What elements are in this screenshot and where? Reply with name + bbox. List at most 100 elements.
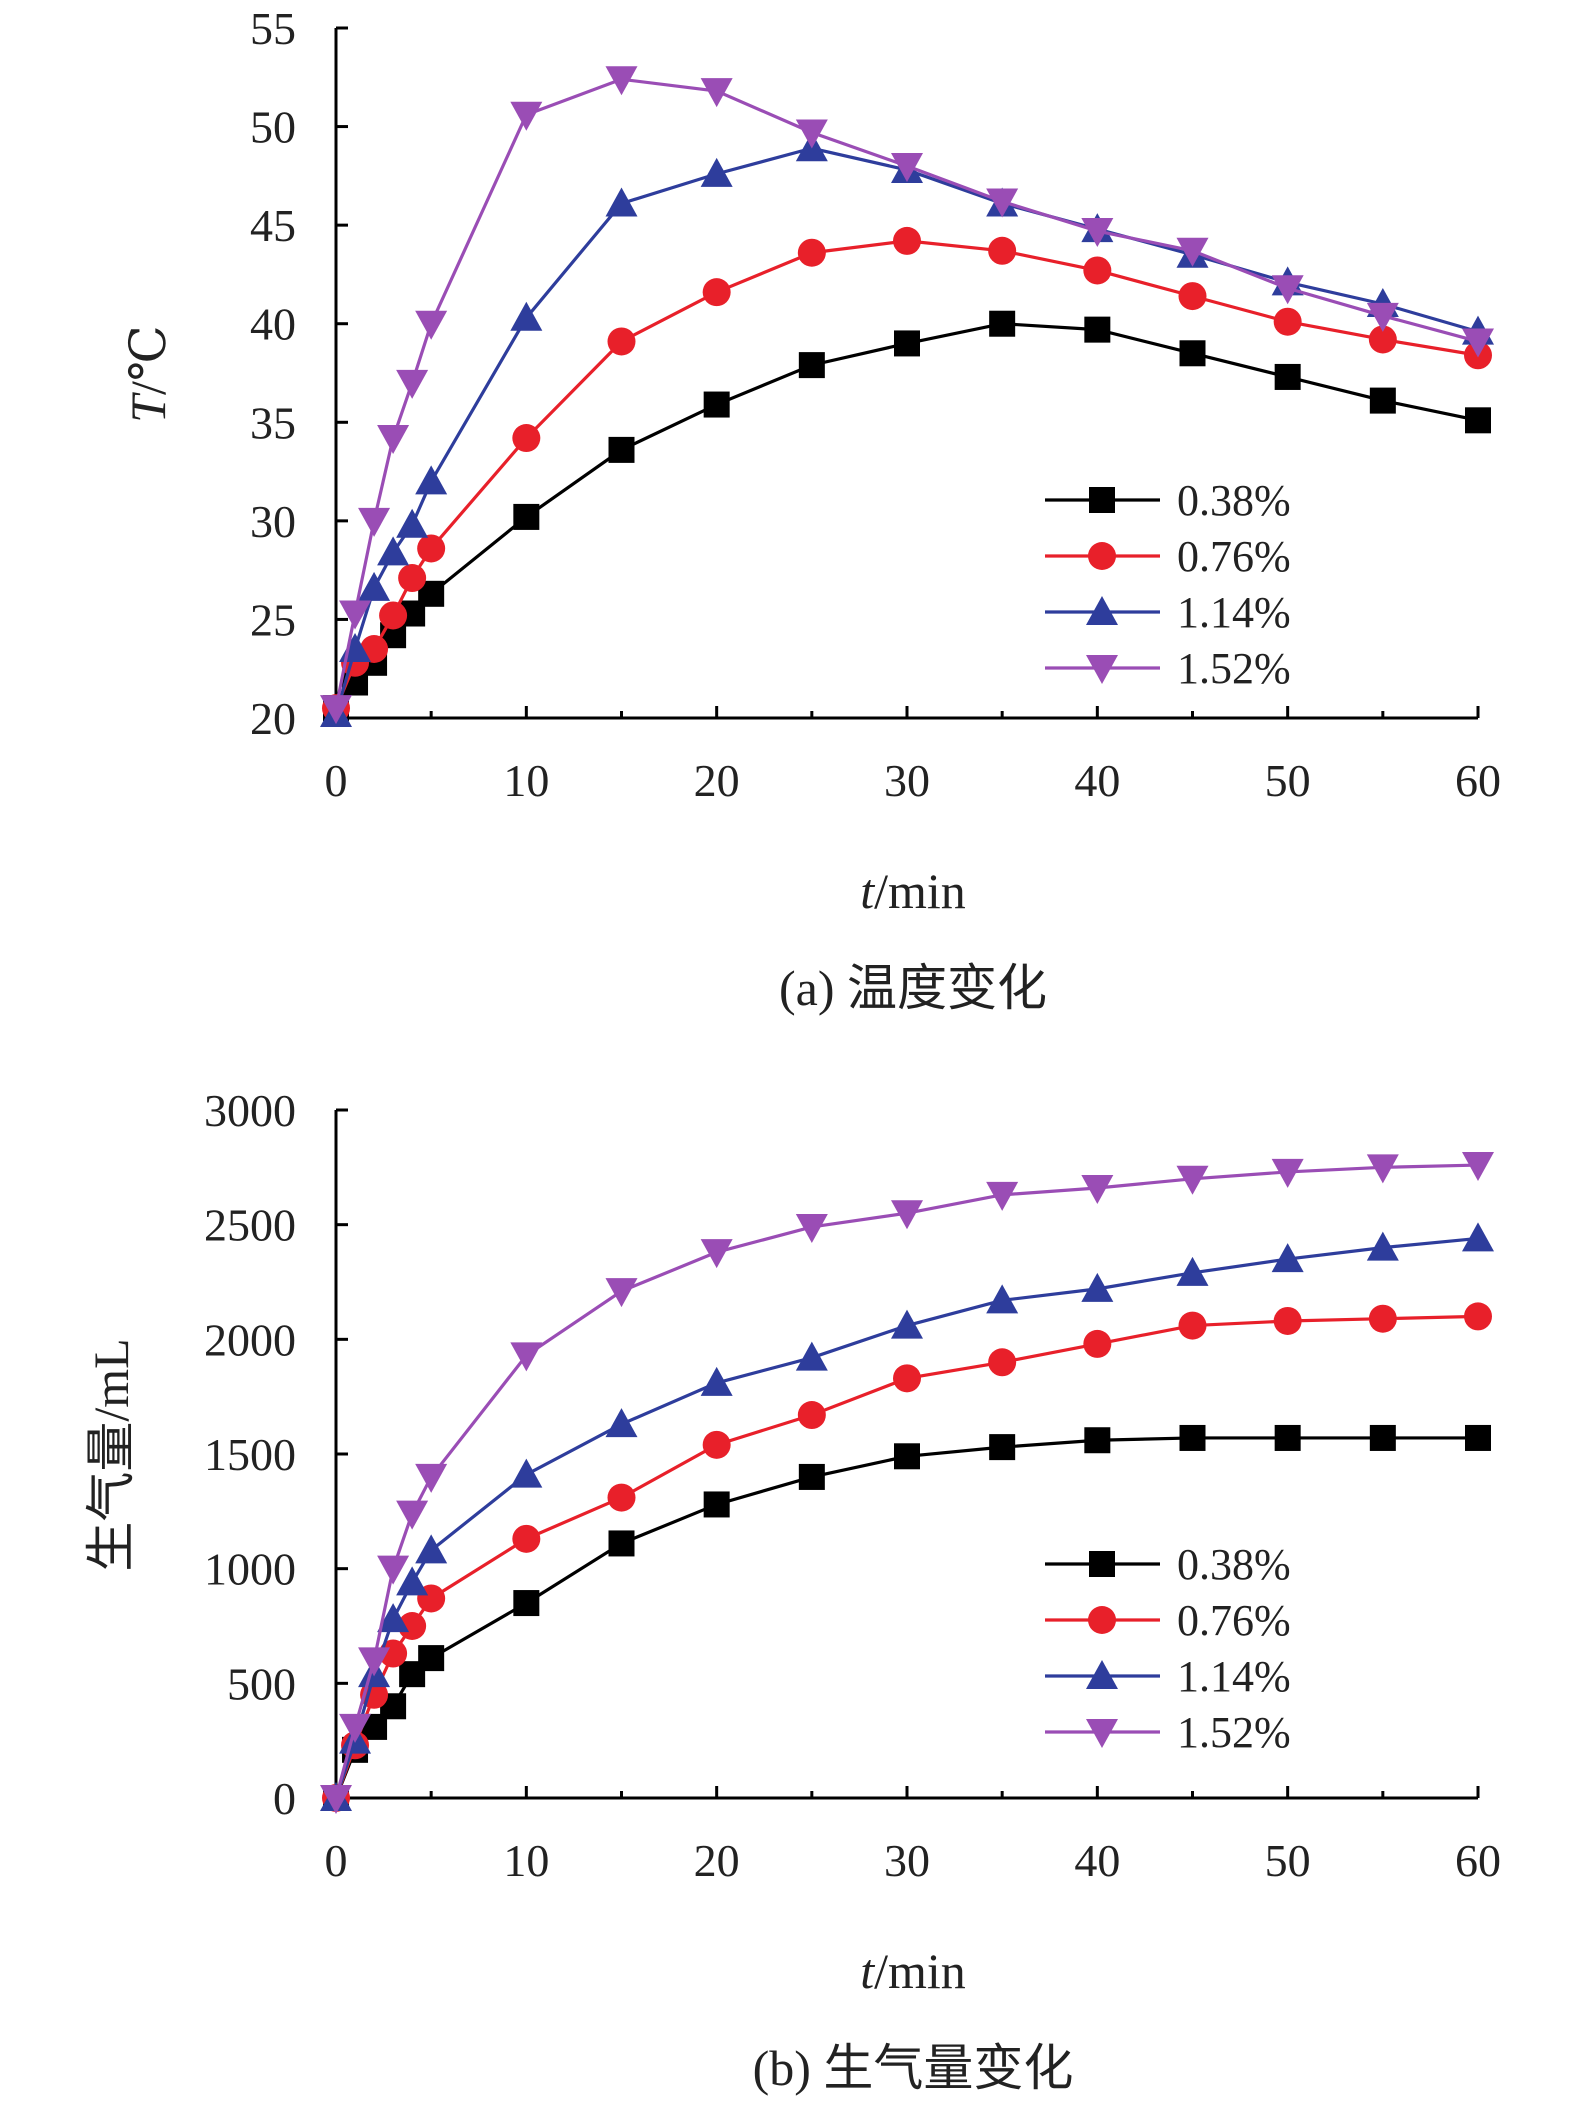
temperature-series-1 — [322, 226, 1492, 723]
temperature-x-axis-label: t/min — [860, 863, 966, 919]
temperature-y-tick-label: 40 — [250, 299, 296, 350]
temperature-legend-marker — [1086, 596, 1118, 625]
gas-volume-data-point — [700, 1239, 733, 1269]
gas-volume-data-point — [1179, 1424, 1206, 1451]
gas-volume-series-1 — [322, 1302, 1492, 1812]
gas-volume-legend-marker — [1086, 1660, 1118, 1689]
temperature-data-point — [1369, 387, 1396, 414]
gas-volume-data-point — [1083, 1329, 1112, 1358]
temperature-data-point — [795, 119, 828, 149]
temperature-x-tick-label: 40 — [1074, 755, 1120, 806]
gas-volume-data-point — [1176, 1165, 1209, 1195]
temperature-data-point — [700, 157, 733, 187]
temperature-data-point — [986, 188, 1019, 218]
temperature-data-point — [358, 571, 391, 601]
gas-volume-data-point — [1368, 1304, 1397, 1333]
temperature-data-point — [797, 238, 826, 267]
gas-volume-data-point — [510, 1342, 543, 1372]
temperature-data-point — [1176, 237, 1209, 267]
gas-volume-data-point — [605, 1408, 638, 1438]
temperature-data-point — [320, 695, 352, 725]
temperature-x-tick-label: 10 — [503, 755, 549, 806]
temperature-data-point — [1081, 218, 1114, 248]
gas-volume-data-point — [1081, 1174, 1114, 1204]
gas-volume-series-3 — [320, 1152, 1494, 1814]
temperature-caption: (a) 温度变化 — [779, 960, 1047, 1016]
temperature-data-point — [608, 436, 635, 463]
temperature-data-point — [702, 278, 731, 307]
temperature-x-tick-label: 60 — [1455, 755, 1501, 806]
gas-volume-data-point — [415, 1463, 448, 1493]
temperature-series-line — [334, 239, 1479, 709]
temperature-data-point — [700, 78, 733, 108]
gas-volume-legend-label: 0.76% — [1177, 1596, 1291, 1645]
gas-volume-legend: 0.38% 0.76% 1.14% 1.52% — [1045, 1540, 1291, 1757]
temperature-data-point — [1462, 328, 1494, 358]
temperature-y-tick-label: 35 — [250, 397, 296, 448]
gas-volume-x-tick-label: 40 — [1074, 1835, 1120, 1886]
temperature-y-tick-label: 45 — [250, 200, 296, 251]
temperature-data-point — [513, 503, 540, 530]
gas-volume-data-point — [396, 1500, 429, 1530]
gas-volume-data-point — [607, 1483, 636, 1512]
temperature-y-tick-label: 25 — [250, 594, 296, 645]
gas-volume-data-point — [377, 1555, 410, 1585]
temperature-legend-label: 0.38% — [1177, 476, 1291, 525]
temperature-data-point — [396, 508, 429, 538]
gas-volume-data-point — [700, 1366, 733, 1396]
temperature-data-point — [358, 507, 391, 537]
gas-volume-legend-marker — [1086, 1719, 1118, 1748]
temperature-x-tick-label: 30 — [884, 755, 930, 806]
temperature-series-3 — [320, 66, 1494, 725]
gas-volume-data-point — [358, 1647, 391, 1677]
temperature-x-tick-label: 50 — [1265, 755, 1311, 806]
gas-volume-data-point — [512, 1524, 541, 1553]
temperature-data-point — [415, 310, 448, 340]
gas-volume-data-point — [703, 1491, 730, 1518]
temperature-data-point — [988, 236, 1017, 265]
gas-volume-data-point — [894, 1443, 920, 1470]
temperature-data-point — [894, 330, 920, 357]
gas-volume-data-point — [339, 1713, 372, 1743]
gas-volume-y-tick-label: 3000 — [204, 1085, 296, 1136]
gas-volume-series-line — [334, 1436, 1478, 1799]
temperature-data-point — [510, 101, 543, 131]
gas-volume-chart: 0 500 1000 1500 2000 2500 3000 0 10 20 30 40 50 60 0.3… — [83, 1085, 1501, 2096]
temperature-legend-marker — [1089, 487, 1115, 513]
gas-volume-data-point — [988, 1348, 1017, 1377]
gas-volume-data-point — [986, 1181, 1019, 1211]
temperature-x-tick-label: 20 — [694, 755, 740, 806]
temperature-x-tick-label: 0 — [325, 755, 348, 806]
gas-volume-data-point — [1366, 1231, 1399, 1261]
temperature-chart: 20 25 30 35 40 45 50 55 0 10 20 30 40 50 60 0.38% 0.76% 1… — [120, 3, 1501, 1016]
temperature-y-tick-label: 30 — [250, 496, 296, 547]
gas-volume-legend-label: 0.38% — [1177, 1540, 1291, 1589]
temperature-data-point — [415, 465, 448, 495]
temperature-data-point — [1083, 256, 1112, 285]
gas-volume-data-point — [1462, 1152, 1494, 1182]
gas-volume-data-point — [418, 1645, 445, 1672]
gas-volume-y-tick-label: 2500 — [204, 1200, 296, 1251]
temperature-series-line — [334, 322, 1479, 710]
temperature-series-0 — [323, 310, 1491, 722]
gas-volume-series-0 — [323, 1424, 1491, 1811]
temperature-data-point — [1179, 340, 1206, 367]
temperature-data-point — [1465, 407, 1491, 434]
temperature-data-point — [396, 369, 429, 399]
gas-volume-data-point — [702, 1430, 731, 1459]
temperature-data-point — [379, 601, 408, 630]
gas-volume-data-point — [1084, 1427, 1111, 1454]
gas-volume-data-point — [1274, 1424, 1301, 1451]
temperature-data-point — [1274, 363, 1301, 390]
temperature-legend-label: 1.52% — [1177, 644, 1291, 693]
gas-volume-data-point — [608, 1530, 635, 1557]
gas-volume-data-point — [797, 1401, 826, 1430]
gas-volume-x-tick-label: 0 — [325, 1835, 348, 1886]
temperature-legend-marker — [1088, 542, 1116, 570]
gas-volume-legend-label: 1.14% — [1177, 1652, 1291, 1701]
gas-volume-data-point — [1176, 1256, 1209, 1286]
gas-volume-data-point — [1178, 1311, 1207, 1340]
gas-volume-data-point — [510, 1458, 543, 1488]
gas-volume-x-tick-label: 20 — [694, 1835, 740, 1886]
gas-volume-data-point — [1464, 1302, 1492, 1331]
